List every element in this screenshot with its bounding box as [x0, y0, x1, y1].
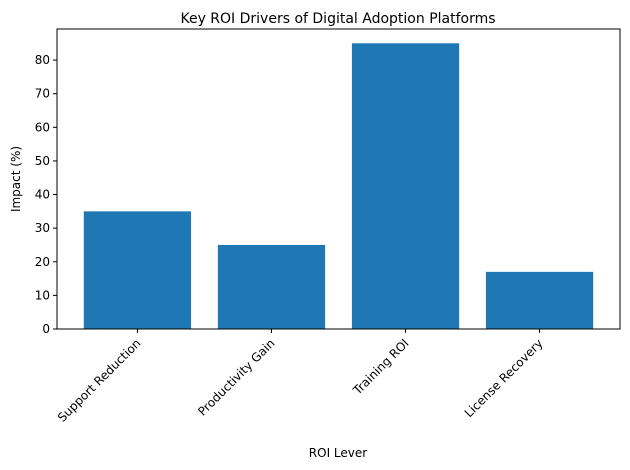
y-tick-label: 70 [35, 87, 50, 101]
x-tick-label: Training ROI [350, 336, 412, 398]
bar [217, 244, 326, 329]
y-tick-label: 20 [35, 255, 50, 269]
bar [351, 43, 460, 330]
bar [485, 271, 594, 329]
x-tick-label: Productivity Gain [195, 336, 277, 418]
bar [83, 211, 192, 329]
y-tick-label: 0 [42, 322, 50, 336]
axes-frame [56, 28, 621, 330]
y-tick-label: 50 [35, 154, 50, 168]
y-tick-label: 10 [35, 288, 50, 302]
y-tick-label: 60 [35, 120, 50, 134]
y-tick-label: 80 [35, 53, 50, 67]
chart-title: Key ROI Drivers of Digital Adoption Plat… [180, 11, 495, 27]
x-axis-label: ROI Lever [309, 446, 367, 460]
y-tick-label: 40 [35, 188, 50, 202]
x-tick-label: Support Reduction [55, 336, 144, 425]
y-tick-label: 30 [35, 221, 50, 235]
x-tick-label: License Recovery [462, 336, 546, 420]
y-axis-label: Impact (%) [9, 146, 23, 212]
